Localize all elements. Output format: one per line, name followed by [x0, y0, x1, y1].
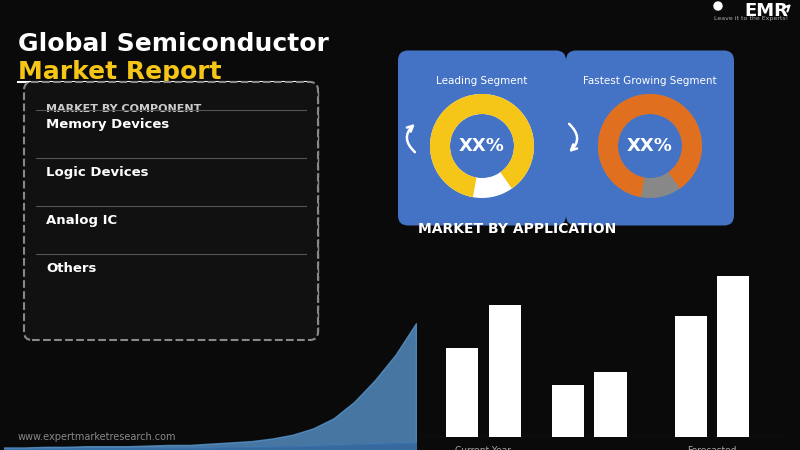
Text: Others: Others [46, 262, 96, 275]
Wedge shape [598, 94, 702, 198]
Text: XX%: XX% [459, 137, 505, 155]
Text: Market Report: Market Report [18, 60, 222, 84]
Wedge shape [430, 94, 534, 197]
Text: www.expertmarketresearch.com: www.expertmarketresearch.com [18, 432, 177, 442]
Text: Forecasted
Year: Forecasted Year [687, 446, 737, 450]
Circle shape [714, 2, 722, 10]
Text: Global Semiconductor: Global Semiconductor [18, 32, 329, 56]
Text: MARKET BY APPLICATION: MARKET BY APPLICATION [418, 222, 616, 236]
Text: Analog IC: Analog IC [46, 214, 117, 227]
Text: XX%: XX% [627, 137, 673, 155]
FancyBboxPatch shape [24, 82, 318, 340]
Text: Leave it to the Experts!: Leave it to the Experts! [714, 16, 788, 21]
Text: Current Year: Current Year [455, 446, 511, 450]
Wedge shape [430, 94, 534, 198]
FancyBboxPatch shape [398, 50, 566, 225]
Text: Fastest Growing Segment: Fastest Growing Segment [583, 76, 717, 86]
Text: Memory Devices: Memory Devices [46, 118, 170, 131]
Text: MARKET BY COMPONENT: MARKET BY COMPONENT [46, 104, 202, 114]
Wedge shape [598, 94, 702, 197]
FancyBboxPatch shape [566, 50, 734, 225]
Bar [489, 305, 521, 436]
Text: Leading Segment: Leading Segment [436, 76, 528, 86]
Text: EMR: EMR [744, 2, 788, 20]
Bar [594, 373, 626, 436]
Bar [717, 276, 750, 436]
Bar [674, 316, 707, 436]
Text: Logic Devices: Logic Devices [46, 166, 149, 179]
Bar [446, 348, 478, 436]
Bar [552, 385, 584, 436]
